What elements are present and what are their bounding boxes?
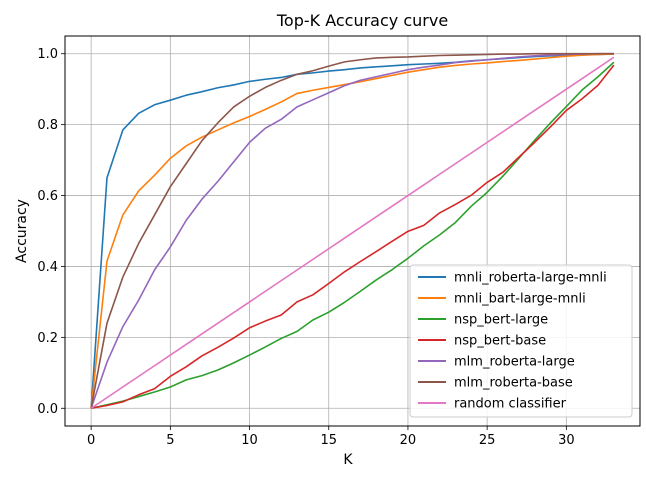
x-tick-label: 5 bbox=[166, 433, 174, 448]
legend-box bbox=[409, 264, 633, 418]
x-axis-title: K bbox=[343, 452, 353, 468]
plot-lines bbox=[90, 52, 615, 410]
y-tick-label: 0.6 bbox=[37, 189, 58, 204]
x-tick-label: 10 bbox=[241, 433, 258, 448]
legend-label: mlm_roberta-large bbox=[454, 355, 575, 370]
legend: mnli_roberta-large-mnli mnli_bart-large-m… bbox=[409, 264, 633, 418]
chart-title: Top-K Accuracy curve bbox=[276, 11, 448, 30]
plot-frame bbox=[64, 35, 641, 427]
legend-label: nsp_bert-base bbox=[454, 334, 546, 349]
legend-label: random classifier bbox=[454, 397, 567, 412]
y-tick-label: 0.8 bbox=[37, 118, 58, 133]
x-tick-label: 30 bbox=[558, 433, 575, 448]
series-line-4 bbox=[90, 52, 614, 409]
series-line-3 bbox=[90, 64, 615, 410]
y-tick-label: 0.2 bbox=[37, 331, 58, 346]
x-tick-label: 0 bbox=[87, 433, 95, 448]
x-tick-label: 20 bbox=[400, 433, 417, 448]
x-axis: 0 5 10 15 20 25 30 bbox=[87, 426, 575, 448]
legend-label: mnli_roberta-large-mnli bbox=[454, 271, 607, 286]
y-tick-label: 0.4 bbox=[37, 260, 58, 275]
x-tick-label: 25 bbox=[479, 433, 496, 448]
y-axis: 0.0 0.2 0.4 0.6 0.8 1.0 bbox=[37, 47, 65, 417]
series-line-6 bbox=[90, 56, 615, 409]
y-axis-title: Accuracy bbox=[14, 199, 30, 263]
y-tick-label: 1.0 bbox=[37, 47, 58, 62]
legend-label: mnli_bart-large-mnli bbox=[454, 292, 586, 307]
legend-label: nsp_bert-large bbox=[454, 313, 548, 328]
x-tick-label: 15 bbox=[320, 433, 337, 448]
series-line-5 bbox=[90, 52, 614, 409]
y-tick-label: 0.0 bbox=[37, 402, 58, 417]
legend-label: mlm_roberta-base bbox=[454, 376, 573, 391]
